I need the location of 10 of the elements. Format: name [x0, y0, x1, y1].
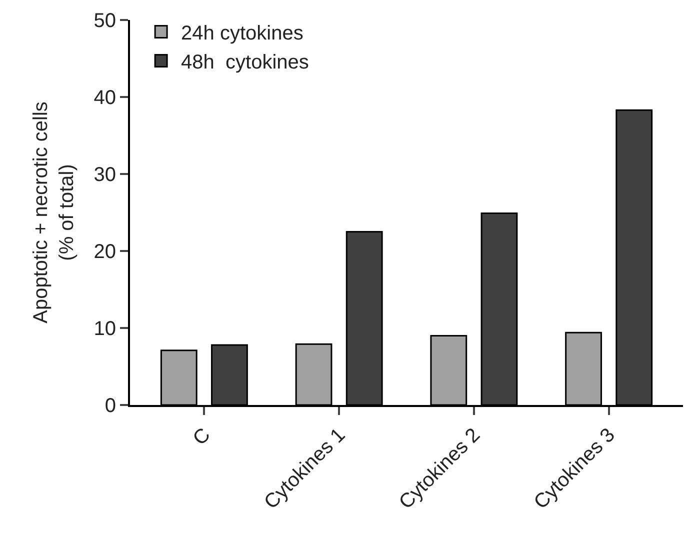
y-tick-label: 40 [94, 87, 116, 109]
legend-label: 48h cytokines [181, 52, 309, 74]
y-tick-label: 30 [94, 164, 116, 186]
y-axis-title: Apoptotic + necrotic cells (% of total) [30, 102, 78, 324]
y-tick-label: 50 [94, 10, 116, 32]
y-tick-label: 10 [94, 318, 116, 340]
y-tick-label: 20 [94, 241, 116, 263]
x-tick-label: C [189, 424, 215, 450]
y-tick-label: 0 [104, 395, 116, 417]
legend-label: 24h cytokines [181, 22, 304, 45]
